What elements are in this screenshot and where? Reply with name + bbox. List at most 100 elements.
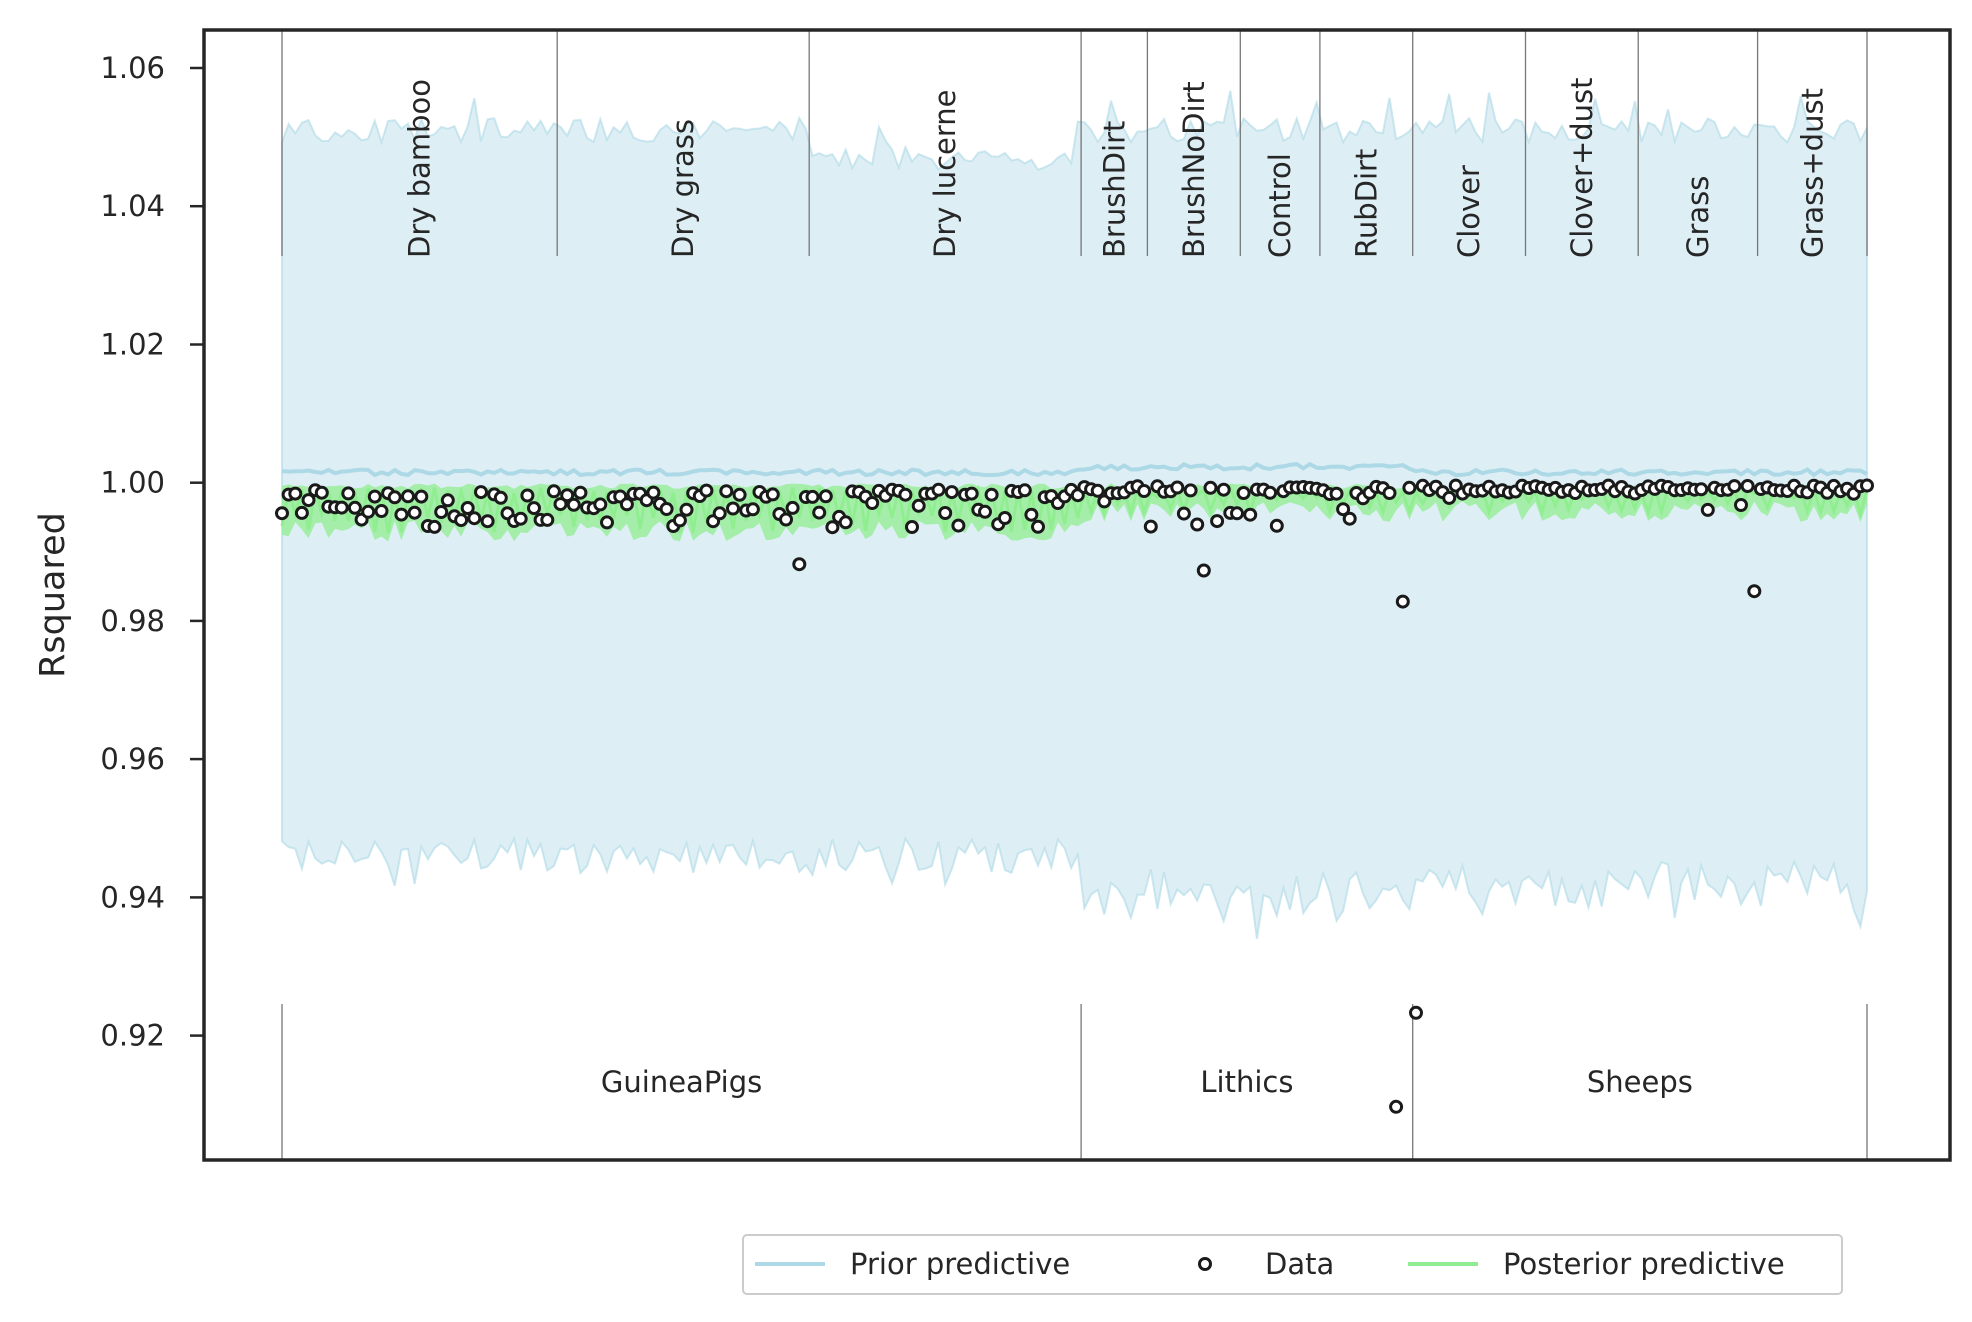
data-point <box>387 490 402 505</box>
subgroup-label: Grass <box>1681 176 1715 258</box>
data-point <box>334 500 349 515</box>
data-point <box>964 486 979 501</box>
data-point <box>1329 486 1344 501</box>
y-axis: 0.92 0.94 0.96 0.98 1.00 1.02 1.04 1.06 <box>100 51 204 1053</box>
subgroup-label: Grass+dust <box>1795 88 1829 258</box>
data-point <box>1143 519 1158 534</box>
data-point <box>672 513 687 528</box>
data-point <box>905 520 919 534</box>
data-point <box>374 504 389 518</box>
data-point <box>792 557 807 572</box>
data-point <box>314 485 329 500</box>
legend-prior-label: Prior predictive <box>850 1247 1070 1281</box>
data-point <box>1395 594 1410 609</box>
data-points <box>275 478 1874 1114</box>
data-point <box>1734 498 1748 512</box>
data-point <box>931 482 946 497</box>
data-point <box>474 485 488 500</box>
y-tick-label: 1.00 <box>100 466 165 500</box>
data-point <box>480 514 495 529</box>
data-point <box>546 484 561 499</box>
data-point <box>1747 584 1762 599</box>
data-point <box>493 490 508 505</box>
data-point <box>288 486 303 501</box>
group-separators <box>281 30 1868 1160</box>
data-point <box>818 489 833 504</box>
data-point <box>573 485 588 500</box>
subgroup-label: BrushDirt <box>1097 121 1131 258</box>
data-point <box>712 506 727 521</box>
y-tick-label: 1.06 <box>100 51 165 85</box>
legend-data-label: Data <box>1265 1247 1334 1281</box>
data-point <box>1137 484 1152 498</box>
subgroup-label: Dry grass <box>666 119 700 258</box>
data-point <box>566 497 581 512</box>
data-point <box>726 501 740 516</box>
data-point <box>1031 519 1045 534</box>
data-point <box>938 506 953 520</box>
data-point <box>467 511 482 526</box>
group-labels: GuineaPigs Lithics Sheeps <box>601 1065 1693 1099</box>
data-point <box>593 497 608 512</box>
data-point <box>699 483 714 498</box>
data-point <box>414 489 429 504</box>
data-point <box>1382 486 1397 500</box>
data-point <box>1183 483 1198 498</box>
data-point <box>520 488 535 503</box>
data-point <box>812 505 827 520</box>
data-point <box>560 488 575 503</box>
data-point <box>779 512 793 527</box>
subgroup-label: Dry lucerne <box>928 90 962 259</box>
data-point <box>1216 482 1231 497</box>
data-point <box>1342 511 1357 526</box>
data-point <box>341 486 356 501</box>
data-point <box>865 496 880 510</box>
data-point <box>434 505 449 519</box>
y-tick-label: 1.04 <box>100 189 165 223</box>
data-point <box>407 505 422 520</box>
subgroup-label: Dry bamboo <box>403 79 437 258</box>
y-tick-label: 0.94 <box>100 880 165 914</box>
legend-posterior-label: Posterior predictive <box>1503 1247 1785 1281</box>
subgroup-label: RubDirt <box>1349 149 1383 258</box>
data-point <box>911 498 926 513</box>
y-axis-label: Rsquared <box>33 512 73 678</box>
data-point <box>454 513 469 528</box>
y-tick-label: 0.96 <box>100 742 165 776</box>
data-point <box>997 511 1012 525</box>
data-point <box>401 489 415 504</box>
data-point <box>600 515 614 530</box>
data-point <box>719 484 734 499</box>
subgroup-label: Clover <box>1452 165 1486 258</box>
data-point <box>1860 478 1874 493</box>
data-point <box>347 500 362 515</box>
group-label: GuineaPigs <box>601 1065 762 1099</box>
data-point <box>460 501 475 515</box>
prior-predictive-line <box>281 461 1868 478</box>
data-point <box>294 505 309 520</box>
data-point <box>1090 483 1105 498</box>
plot-frame <box>202 28 1952 1162</box>
data-point <box>440 493 455 508</box>
subgroup-label: BrushNoDirt <box>1177 81 1211 258</box>
data-point <box>1740 479 1755 493</box>
data-point <box>785 500 800 515</box>
data-point <box>659 502 674 516</box>
legend-frame <box>742 1234 1843 1295</box>
data-point <box>825 520 840 535</box>
data-point <box>1230 506 1244 521</box>
data-point <box>1269 518 1284 533</box>
data-point <box>898 487 913 502</box>
data-point <box>1236 486 1251 500</box>
data-point <box>1700 502 1715 517</box>
data-point <box>361 504 376 519</box>
data-point <box>1694 482 1709 497</box>
data-point <box>1727 479 1742 494</box>
data-point <box>732 487 747 502</box>
group-label: Lithics <box>1200 1065 1293 1099</box>
legend: Prior predictive Data Posterior predicti… <box>742 1234 1843 1295</box>
data-point <box>527 501 541 516</box>
data-point <box>1170 480 1185 495</box>
data-point <box>553 497 568 512</box>
